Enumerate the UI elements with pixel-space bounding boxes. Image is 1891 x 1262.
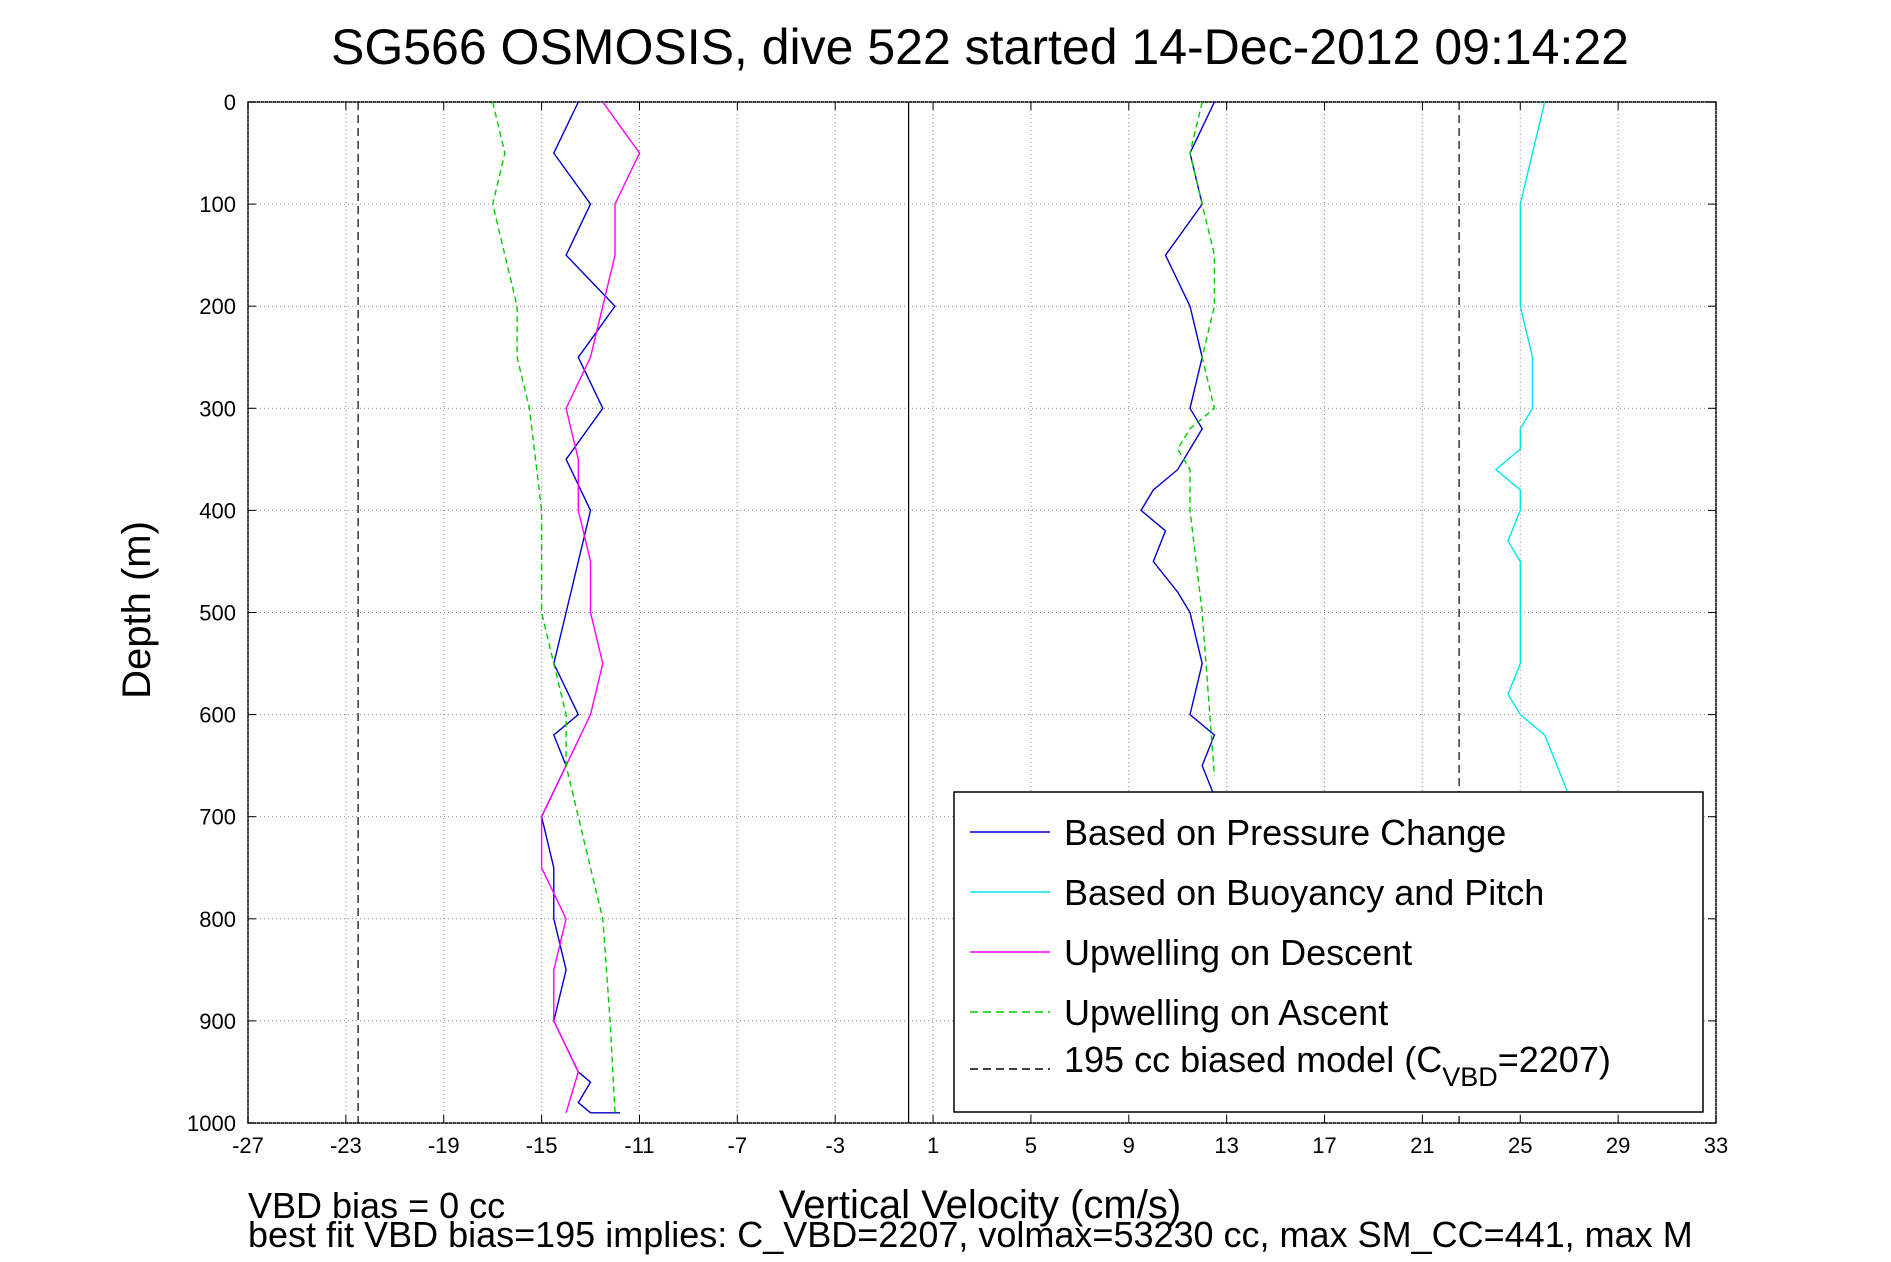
footer-best-fit: best fit VBD bias=195 implies: C_VBD=220… [248,1214,1693,1255]
y-tick-label: 600 [199,703,236,728]
legend-label-buoyancy: Based on Buoyancy and Pitch [1064,872,1544,913]
legend-model-suffix: =2207) [1498,1039,1611,1080]
legend-label-pressure: Based on Pressure Change [1064,812,1506,853]
y-tick-label: 1000 [187,1111,236,1136]
x-tick-label: 29 [1606,1133,1630,1158]
x-tick-label: 17 [1312,1133,1336,1158]
x-tick-label: 21 [1410,1133,1434,1158]
y-axis-label: Depth (m) [115,521,159,699]
y-tick-label: 300 [199,396,236,421]
y-axis-ticks: 0 100 200 300 400 500 600 700 800 900 1000 [187,90,1716,1136]
footer-vbd-bias: VBD bias = 0 cc [248,1185,505,1226]
x-tick-label: -11 [624,1133,654,1158]
y-tick-label: 700 [199,805,236,830]
x-tick-label: -7 [728,1133,748,1158]
y-tick-label: 800 [199,907,236,932]
legend-label-ascent: Upwelling on Ascent [1064,992,1388,1033]
series-line-0 [1140,101,1216,797]
x-axis-label: Vertical Velocity (cm/s) [779,1183,1181,1227]
y-tick-label: 500 [199,601,236,626]
y-tick-label: 400 [199,498,236,523]
series-line-3 [491,101,616,1113]
x-tick-label: 5 [1025,1133,1037,1158]
x-tick-label: -15 [526,1133,558,1158]
x-tick-label: -27 [232,1133,264,1158]
series-line-1 [1494,101,1570,797]
series-line-3 [1176,101,1216,776]
chart-title: SG566 OSMOSIS, dive 522 started 14-Dec-2… [331,19,1629,75]
legend-label-descent: Upwelling on Descent [1064,932,1412,973]
x-tick-label: -3 [825,1133,845,1158]
x-tick-label: 25 [1508,1133,1532,1158]
y-tick-label: 100 [199,192,236,217]
y-tick-label: 900 [199,1009,236,1034]
legend-label-model: 195 cc biased model (CVBD=2207) [1064,1039,1611,1092]
x-tick-label: 1 [927,1133,939,1158]
x-tick-label: -19 [428,1133,460,1158]
data-series [491,101,1570,1114]
legend-model-main: 195 cc biased model (C [1064,1039,1442,1080]
y-tick-label: 200 [199,294,236,319]
x-axis-ticks: -27 -23 -19 -15 -11 -7 -3 1 5 9 13 17 21 25 29 33 [232,102,1728,1158]
legend-model-subscript: VBD [1442,1062,1498,1092]
legend: Based on Pressure Change Based on Buoyan… [953,791,1704,1113]
legend-box [953,791,1704,1113]
x-tick-label: 9 [1123,1133,1135,1158]
series-line-2 [540,101,641,1114]
x-tick-label: 33 [1704,1133,1728,1158]
x-tick-label: -23 [330,1133,362,1158]
x-tick-label: 13 [1214,1133,1238,1158]
y-tick-label: 0 [224,90,236,115]
